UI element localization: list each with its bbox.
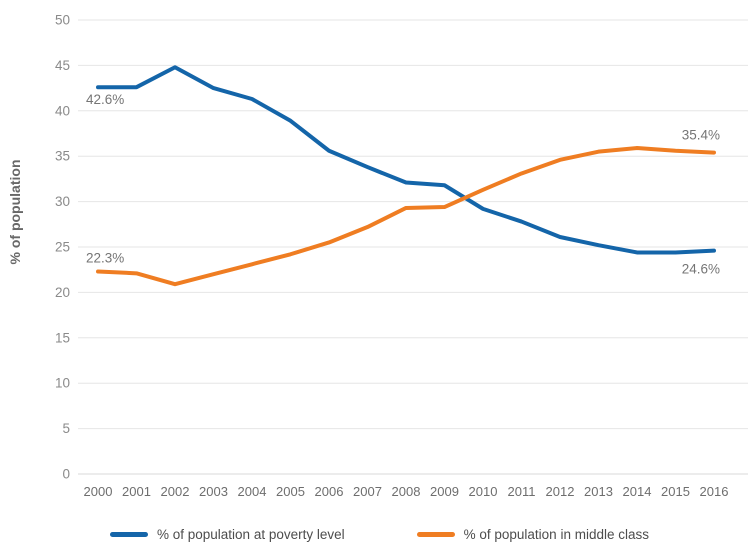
y-tick-label-15: 15 xyxy=(55,330,70,345)
x-tick-label-2016: 2016 xyxy=(700,484,729,499)
y-tick-label-0: 0 xyxy=(62,467,70,482)
x-tick-label-2001: 2001 xyxy=(122,484,151,499)
data-label-2016-middle-class: 35.4% xyxy=(682,128,720,143)
legend-label-middle-class: % of population in middle class xyxy=(463,526,649,542)
legend-item-middle-class: % of population in middle class xyxy=(416,526,649,542)
x-tick-label-2011: 2011 xyxy=(508,484,536,499)
x-tick-label-2012: 2012 xyxy=(546,484,575,499)
x-tick-label-2008: 2008 xyxy=(392,484,421,499)
x-tick-label-2002: 2002 xyxy=(161,484,190,499)
y-tick-label-20: 20 xyxy=(55,285,70,300)
x-tick-label-2010: 2010 xyxy=(469,484,498,499)
x-tick-label-2007: 2007 xyxy=(353,484,382,499)
data-label-2016-poverty-level: 24.6% xyxy=(682,262,720,277)
x-tick-label-2004: 2004 xyxy=(238,484,267,499)
x-tick-label-2006: 2006 xyxy=(315,484,344,499)
y-tick-label-25: 25 xyxy=(55,240,70,255)
legend-item-poverty-level: % of population at poverty level xyxy=(110,527,345,542)
x-tick-label-2014: 2014 xyxy=(623,484,652,499)
y-tick-label-30: 30 xyxy=(55,194,70,209)
series-line-poverty-level xyxy=(96,65,716,255)
x-tick-label-2015: 2015 xyxy=(661,484,690,499)
series-line-middle-class xyxy=(96,146,716,287)
y-axis-title: % of population xyxy=(7,160,23,265)
x-tick-label-2003: 2003 xyxy=(199,484,228,499)
y-tick-label-10: 10 xyxy=(55,376,70,391)
poverty-level-line-swatch xyxy=(110,531,148,537)
x-tick-label-2013: 2013 xyxy=(584,484,613,499)
x-tick-label-2000: 2000 xyxy=(84,484,113,499)
y-tick-label-50: 50 xyxy=(55,13,70,28)
legend-label-poverty-level: % of population at poverty level xyxy=(157,526,345,542)
data-label-2000-poverty-level: 42.6% xyxy=(86,92,124,107)
y-tick-label-35: 35 xyxy=(55,149,70,164)
y-tick-label-45: 45 xyxy=(55,58,70,73)
y-tick-label-5: 5 xyxy=(62,421,70,436)
data-label-2000-middle-class: 22.3% xyxy=(86,251,124,266)
middle-class-line-swatch xyxy=(416,531,455,537)
x-tick-label-2005: 2005 xyxy=(276,484,305,499)
y-tick-label-40: 40 xyxy=(55,103,70,118)
chart-legend: % of population at poverty level % of po… xyxy=(0,514,755,554)
chart-canvas: 0 5 10 15 20 25 30 35 40 45 50 2000 2001 2002 2003 2004… xyxy=(7,13,748,499)
x-tick-label-2009: 2009 xyxy=(430,484,459,499)
